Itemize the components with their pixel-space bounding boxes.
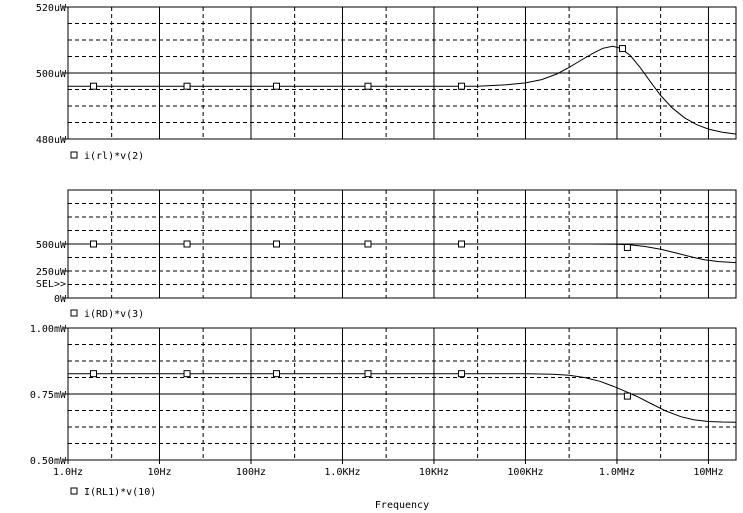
sel-marker[interactable]: SEL>> <box>36 279 66 290</box>
x-axis-title: Frequency <box>375 500 429 511</box>
y-tick-label: 480uW <box>36 135 67 146</box>
trace-markers <box>90 370 631 400</box>
trace-marker <box>458 240 466 248</box>
trace-marker <box>364 82 372 90</box>
trace-marker <box>183 370 191 378</box>
trace-marker <box>90 82 98 90</box>
trace-markers <box>90 240 631 251</box>
y-tick-label: 0.75mW <box>30 390 67 401</box>
x-tick-label: 1.0KHz <box>324 467 360 478</box>
trace-marker <box>183 82 191 90</box>
trace-markers <box>90 45 627 90</box>
legend-marker <box>70 309 78 317</box>
plot-panel-2[interactable]: 500uW 250uW 0W SEL>> i(RD)*v(3) <box>36 189 737 320</box>
trace-marker <box>458 370 466 378</box>
x-tick-label: 10KHz <box>419 467 449 478</box>
legend-marker <box>70 487 78 495</box>
trace-marker <box>90 240 98 248</box>
legend-marker <box>70 151 78 159</box>
trace-marker <box>183 240 191 248</box>
y-tick-label: 500uW <box>36 69 67 80</box>
trace-marker <box>623 243 631 251</box>
trace-marker <box>272 370 280 378</box>
legend-label: i(rl)*v(2) <box>84 151 144 162</box>
plot-panel-1[interactable]: 520uW 500uW 480uW i(rl)*v(2) <box>36 3 737 162</box>
y-tick-label: 250uW <box>36 267 67 278</box>
y-tick-label: 0.50mW <box>30 456 67 467</box>
trace-marker <box>458 82 466 90</box>
y-tick-label: 1.00mW <box>30 324 67 335</box>
trace-marker <box>272 82 280 90</box>
trace-legend[interactable]: i(RD)*v(3) <box>70 309 144 320</box>
y-tick-label: 500uW <box>36 240 67 251</box>
trace-marker <box>90 370 98 378</box>
legend-label: i(RD)*v(3) <box>84 309 144 320</box>
trace-marker <box>364 370 372 378</box>
y-tick-label: 0W <box>54 294 67 305</box>
legend-label: I(RL1)*v(10) <box>84 487 156 498</box>
trace-legend[interactable]: I(RL1)*v(10) <box>70 487 156 498</box>
x-tick-label: 1.0Hz <box>53 467 83 478</box>
x-tick-label: 100Hz <box>236 467 266 478</box>
trace-marker <box>272 240 280 248</box>
trace-marker <box>619 45 627 53</box>
trace-legend[interactable]: i(rl)*v(2) <box>70 151 144 162</box>
trace-line <box>68 45 737 135</box>
x-tick-label: 10MHz <box>693 467 723 478</box>
x-tick-label: 1.0MHz <box>599 467 635 478</box>
y-tick-label: 520uW <box>36 3 67 14</box>
plot-panel-3[interactable]: 1.00mW 0.75mW 0.50mW I(RL1)*v(10) <box>30 324 737 498</box>
x-tick-label: 100KHz <box>507 467 543 478</box>
trace-marker <box>364 240 372 248</box>
trace-marker <box>623 392 631 400</box>
x-tick-label: 10Hz <box>147 467 171 478</box>
trace-line <box>68 373 737 423</box>
